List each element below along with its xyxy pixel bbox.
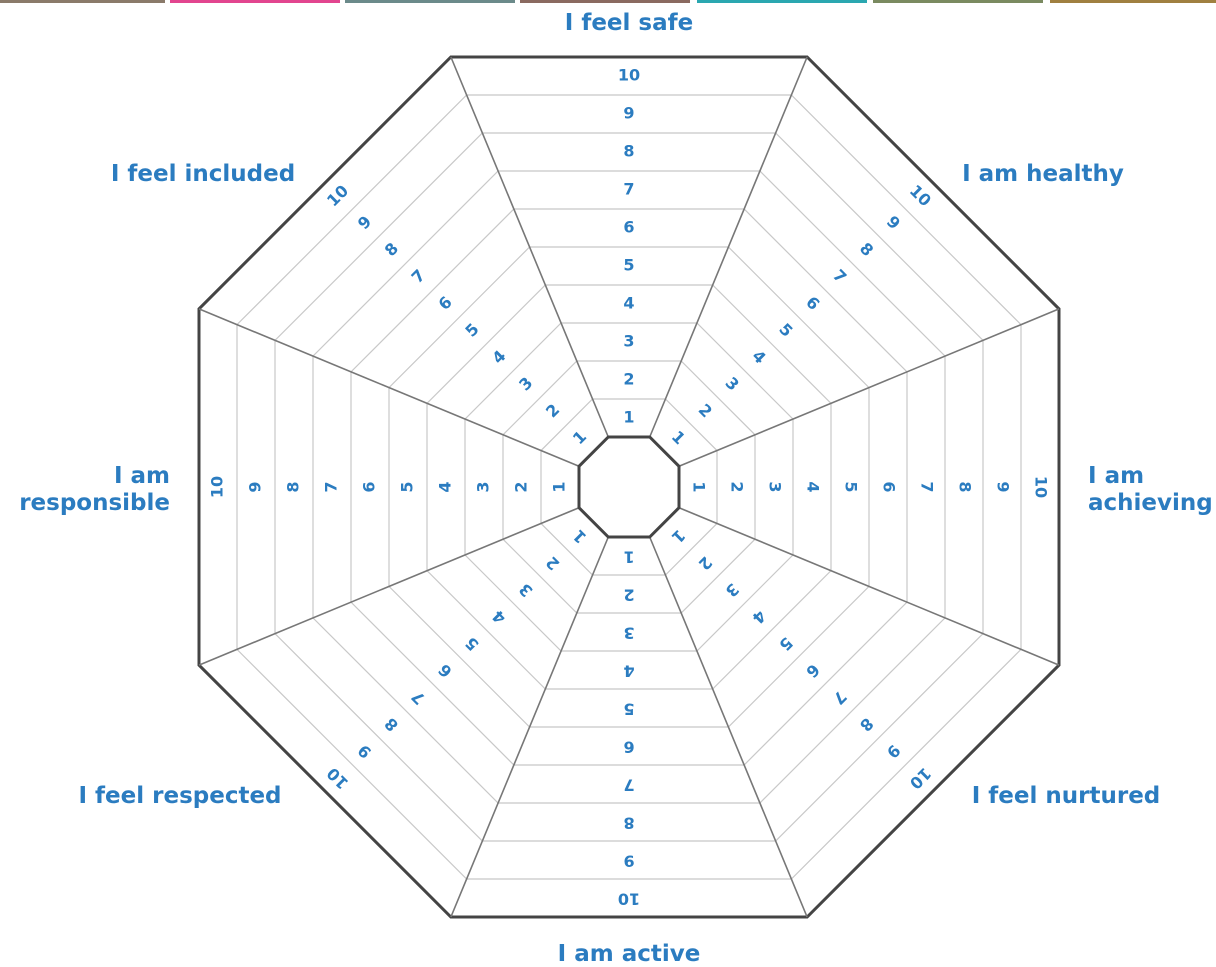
scale-number: 4 bbox=[436, 481, 455, 492]
scale-number: 3 bbox=[623, 332, 634, 351]
sector-label: I feel included bbox=[111, 161, 295, 187]
scale-number: 6 bbox=[360, 481, 379, 492]
strip-segment bbox=[697, 0, 867, 3]
strip-segment bbox=[170, 0, 340, 3]
scale-number: 9 bbox=[623, 852, 634, 871]
scale-number: 4 bbox=[623, 662, 634, 681]
scale-number: 3 bbox=[474, 481, 493, 492]
sector-label: I feel nurtured bbox=[972, 783, 1161, 809]
strip-segment bbox=[345, 0, 515, 3]
scale-number: 8 bbox=[284, 481, 303, 492]
strip-segment bbox=[0, 0, 165, 3]
scale-number: 6 bbox=[623, 738, 634, 757]
sector-label: I feel safe bbox=[565, 10, 693, 36]
scale-number: 10 bbox=[208, 476, 227, 498]
scale-number: 2 bbox=[512, 481, 531, 492]
sector-label: I am bbox=[1088, 463, 1144, 489]
sector-label: I feel respected bbox=[78, 783, 281, 809]
scale-number: 2 bbox=[623, 370, 634, 389]
scale-number: 6 bbox=[623, 218, 634, 237]
scale-number: 7 bbox=[623, 776, 634, 795]
web: 1 2 3 4 5 6 7 8 9 10 1 2 3 4 5 6 7 8 9 10 1 2 3 4 5 6 7 8 9 10 1 2 3 4 5 6 7… bbox=[199, 57, 1059, 917]
scale-number: 1 bbox=[690, 481, 709, 492]
scale-number: 7 bbox=[623, 180, 634, 199]
sector-label: I am healthy bbox=[962, 161, 1124, 187]
sector-label: I am active bbox=[558, 941, 701, 967]
strip-segment bbox=[520, 0, 690, 3]
scale-number: 9 bbox=[246, 481, 265, 492]
scale-number: 9 bbox=[623, 104, 634, 123]
scale-number: 5 bbox=[398, 481, 417, 492]
scale-number: 9 bbox=[994, 481, 1013, 492]
scale-number: 3 bbox=[623, 624, 634, 643]
wellbeing-web: 1 2 3 4 5 6 7 8 9 10 1 2 3 4 5 6 7 8 9 10 1 2 3 4 5 6 7 8 9 10 1 2 3 4 5 6 7… bbox=[0, 0, 1216, 967]
scale-number: 7 bbox=[918, 481, 937, 492]
scale-number: 3 bbox=[766, 481, 785, 492]
scale-number: 5 bbox=[623, 256, 634, 275]
scale-number: 1 bbox=[550, 481, 569, 492]
scale-number: 2 bbox=[728, 481, 747, 492]
scale-number: 10 bbox=[618, 890, 640, 909]
scale-number: 8 bbox=[623, 814, 634, 833]
scale-number: 10 bbox=[1032, 476, 1051, 498]
sector-label: achieving bbox=[1088, 490, 1213, 516]
strip-segment bbox=[873, 0, 1043, 3]
scale-number: 10 bbox=[618, 66, 640, 85]
scale-number: 1 bbox=[623, 548, 634, 567]
scale-number: 5 bbox=[623, 700, 634, 719]
scale-number: 4 bbox=[623, 294, 634, 313]
scale-number: 7 bbox=[322, 481, 341, 492]
inner-border bbox=[579, 437, 679, 537]
strip-segment bbox=[1050, 0, 1216, 3]
scale-number: 5 bbox=[842, 481, 861, 492]
top-strip bbox=[0, 0, 1216, 3]
scale-number: 1 bbox=[623, 408, 634, 427]
sector-label: I am bbox=[114, 463, 170, 489]
scale-number: 4 bbox=[804, 481, 823, 492]
scale-number: 8 bbox=[956, 481, 975, 492]
sector-label: responsible bbox=[19, 490, 170, 516]
scale-number: 8 bbox=[623, 142, 634, 161]
scale-number: 6 bbox=[880, 481, 899, 492]
scale-number: 2 bbox=[623, 586, 634, 605]
